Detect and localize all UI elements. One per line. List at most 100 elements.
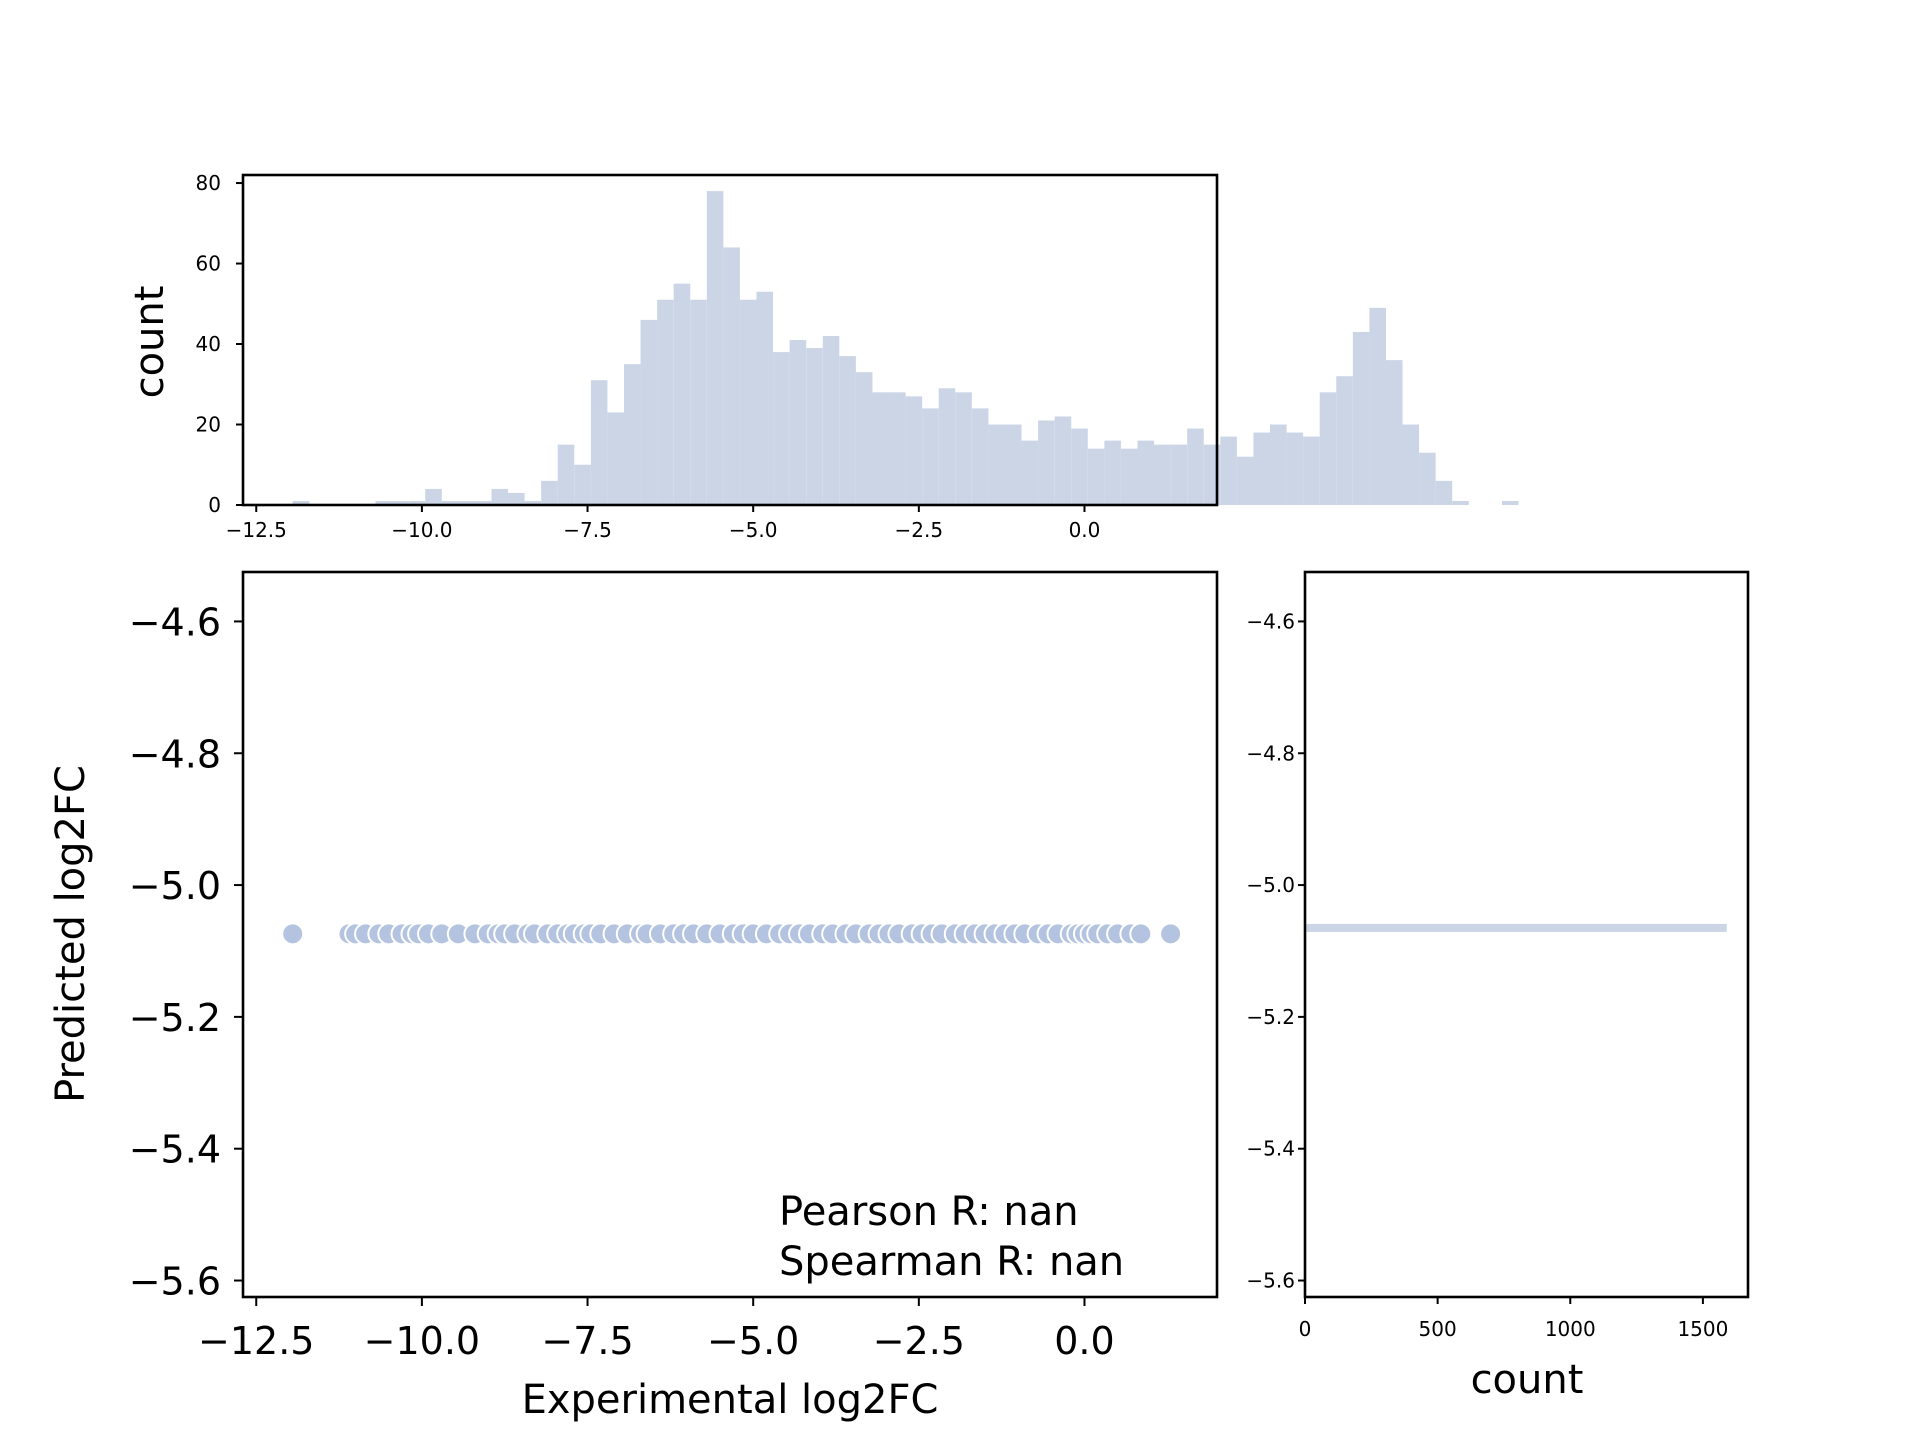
x-tick-label: −2.5 xyxy=(873,1319,965,1363)
histogram-bar xyxy=(408,500,426,505)
y-tick-label: −5.2 xyxy=(1246,1005,1295,1029)
scatter-xlabel: Experimental log2FC xyxy=(522,1377,939,1423)
histogram-bar xyxy=(855,372,873,505)
histogram-bar xyxy=(375,500,393,505)
x-tick-label: 0.0 xyxy=(1054,1319,1114,1363)
histogram-bar xyxy=(1071,428,1088,505)
histogram-bar xyxy=(640,319,658,505)
histogram-bar xyxy=(1336,376,1353,505)
histogram-bar xyxy=(1236,456,1254,505)
histogram-bar xyxy=(441,500,459,505)
top-histogram-y-ticks: 0 20 40 60 80 xyxy=(196,171,243,517)
spearman-annotation: Spearman R: nan xyxy=(779,1239,1124,1285)
histogram-bar xyxy=(1154,444,1171,505)
y-tick-label: −5.2 xyxy=(129,996,221,1040)
scatter-point xyxy=(281,922,305,946)
y-tick-label: −4.6 xyxy=(129,600,221,644)
y-tick-label: 0 xyxy=(208,493,221,517)
histogram-bar xyxy=(1303,436,1320,505)
scatter-plot: −12.5 −10.0 −7.5 −5.0 −2.5 0.0 −4.6 −4.8 −5.0 −5… xyxy=(48,570,1219,1423)
x-tick-label: −12.5 xyxy=(198,1319,314,1363)
scatter-point xyxy=(1159,922,1183,946)
histogram-bar xyxy=(938,388,956,505)
y-tick-label: 80 xyxy=(196,171,221,195)
histogram-bar xyxy=(739,299,757,505)
x-tick-label: −5.0 xyxy=(729,518,778,542)
pearson-annotation: Pearson R: nan xyxy=(779,1189,1079,1235)
histogram-bar xyxy=(508,492,525,505)
x-tick-label: −2.5 xyxy=(895,518,944,542)
top-histogram-bars xyxy=(292,191,1519,505)
x-tick-label: 1000 xyxy=(1545,1317,1596,1341)
histogram-bar xyxy=(922,408,939,505)
x-tick-label: −7.5 xyxy=(541,1319,633,1363)
histogram-bar xyxy=(955,392,972,505)
histogram-bar xyxy=(1120,448,1138,505)
histogram-bar xyxy=(1452,500,1469,505)
histogram-bar xyxy=(491,488,509,505)
histogram-bar xyxy=(723,247,740,505)
histogram-bar xyxy=(1319,392,1337,505)
histogram-bar xyxy=(889,392,906,505)
y-tick-label: −5.4 xyxy=(129,1128,221,1172)
scatter-frame xyxy=(241,570,1219,1299)
histogram-bar xyxy=(1402,424,1420,505)
x-tick-label: −7.5 xyxy=(563,518,612,542)
scatter-point xyxy=(1129,922,1153,946)
x-tick-label: −10.0 xyxy=(391,518,452,542)
histogram-bar xyxy=(557,444,575,505)
histogram-bar xyxy=(541,480,558,505)
y-tick-label: 60 xyxy=(196,252,221,276)
right-histogram-x-ticks: 0 500 1000 1500 xyxy=(1299,1297,1728,1341)
histogram-bar xyxy=(1038,420,1055,505)
right-histogram-xlabel: count xyxy=(1471,1357,1584,1403)
histogram-bar xyxy=(756,291,774,505)
histogram-bar xyxy=(1137,440,1155,505)
histogram-bar xyxy=(1501,500,1519,505)
histogram-bar xyxy=(1270,424,1287,505)
right-histogram-y-ticks: −4.6 −4.8 −5.0 −5.2 −5.4 −5.6 xyxy=(1246,609,1305,1293)
y-tick-label: −5.4 xyxy=(1246,1137,1295,1161)
histogram-bar xyxy=(706,191,724,505)
histogram-bar xyxy=(623,364,641,505)
histogram-bar xyxy=(574,464,591,505)
y-tick-label: −4.8 xyxy=(1246,741,1295,765)
histogram-bar xyxy=(392,500,409,505)
top-histogram-x-ticks: −12.5 −10.0 −7.5 −5.0 −2.5 0.0 xyxy=(226,505,1101,542)
right-histogram-bars xyxy=(1305,923,1727,932)
scatter-x-ticks: −12.5 −10.0 −7.5 −5.0 −2.5 0.0 xyxy=(198,1297,1115,1363)
histogram-bar xyxy=(458,500,475,505)
histogram-bar xyxy=(673,283,691,505)
histogram-bar xyxy=(657,299,674,505)
histogram-bar xyxy=(590,380,608,505)
y-tick-label: −5.0 xyxy=(1246,873,1295,897)
x-tick-label: −10.0 xyxy=(364,1319,480,1363)
right-histogram-frame xyxy=(1303,570,1750,1299)
x-tick-label: 1500 xyxy=(1677,1317,1728,1341)
histogram-bar xyxy=(1170,444,1188,505)
top-histogram-ylabel: count xyxy=(127,286,173,399)
x-tick-label: −12.5 xyxy=(226,518,287,542)
histogram-bar xyxy=(1104,440,1121,505)
x-tick-label: 500 xyxy=(1419,1317,1457,1341)
histogram-bar xyxy=(690,299,707,505)
histogram-bar xyxy=(789,340,807,505)
right-histogram: 0 500 1000 1500 −4.6 −4.8 −5.0 −5.2 −5.4 −5.6 co… xyxy=(1246,570,1750,1403)
histogram-bar xyxy=(1004,424,1022,505)
histogram-bar xyxy=(1305,923,1727,932)
histogram-bar xyxy=(1054,416,1072,505)
histogram-bar xyxy=(292,500,310,505)
y-tick-label: 40 xyxy=(196,332,221,356)
histogram-bar xyxy=(822,335,840,505)
scatter-ylabel: Predicted log2FC xyxy=(48,765,94,1103)
x-tick-label: 0 xyxy=(1299,1317,1312,1341)
histogram-bar xyxy=(1419,452,1436,505)
histogram-bar xyxy=(773,352,790,505)
histogram-bar xyxy=(425,488,442,505)
histogram-bar xyxy=(607,412,624,505)
histogram-bar xyxy=(971,408,989,505)
histogram-bar xyxy=(1220,436,1237,505)
top-histogram-frame xyxy=(241,173,1219,507)
x-tick-label: 0.0 xyxy=(1069,518,1101,542)
histogram-bar xyxy=(1385,360,1403,505)
